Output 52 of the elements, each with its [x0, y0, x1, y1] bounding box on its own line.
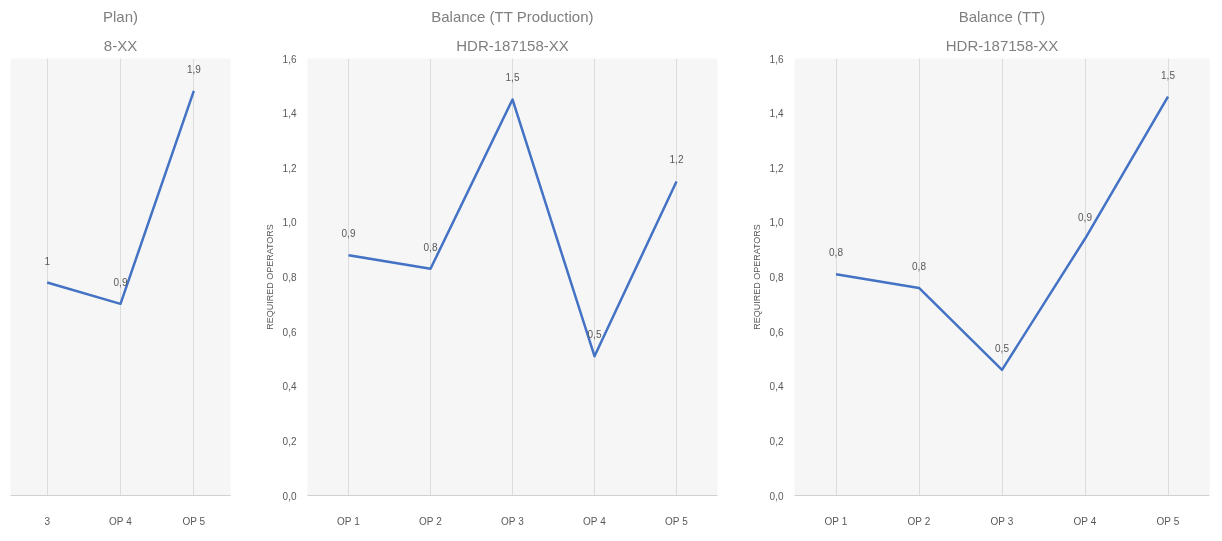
- chart-subtitle: 8-XX: [103, 36, 138, 54]
- y-tick-label: 1,6: [282, 53, 297, 65]
- data-label: 1: [44, 255, 51, 267]
- data-label: 1,5: [505, 72, 520, 84]
- data-label: 0,5: [587, 329, 602, 341]
- x-tick-label: OP 2: [907, 515, 931, 527]
- x-tick-label: OP 3: [990, 515, 1014, 527]
- y-tick-label: 1,4: [282, 108, 297, 120]
- data-label: 0,5: [995, 342, 1010, 354]
- y-tick-label: 1,0: [769, 217, 784, 229]
- x-tick-label: OP 4: [583, 515, 607, 527]
- chart-subtitle: HDR-187158-XX: [456, 36, 569, 54]
- y-tick-label: 0,8: [769, 272, 784, 283]
- data-label: 0,8: [423, 241, 438, 253]
- y-tick-label: 1,2: [282, 162, 297, 174]
- y-tick-label: 0,4: [282, 381, 297, 393]
- y-tick-label: 1,6: [769, 53, 784, 65]
- y-tick-label: 0,0: [769, 490, 784, 502]
- chart-title: Balance (TT Production): [431, 7, 594, 25]
- data-label: 0,9: [341, 228, 356, 240]
- data-label: 0,8: [912, 260, 927, 272]
- y-tick-label: 0,6: [282, 326, 297, 338]
- x-tick-label: OP 1: [337, 515, 361, 527]
- y-tick-label: 1,4: [769, 108, 784, 120]
- y-tick-label: 0,6: [769, 326, 784, 338]
- x-tick-label: OP 3: [501, 515, 525, 527]
- data-label: 1,9: [186, 63, 202, 75]
- chart-title: Balance (TT): [958, 7, 1046, 25]
- y-tick-label: 0,8: [282, 272, 297, 283]
- y-tick-label: 0,4: [769, 381, 784, 393]
- x-tick-label: OP 5: [182, 515, 206, 527]
- y-tick-label: 0,2: [769, 435, 784, 447]
- y-axis-title: REQUIRED OPERATORS: [751, 224, 762, 330]
- chart-subtitle: HDR-187158-XX: [945, 36, 1059, 54]
- data-label: 1,5: [1161, 69, 1176, 81]
- data-label: 0,8: [829, 247, 844, 259]
- y-tick-label: 1,0: [282, 217, 297, 229]
- x-tick-label: OP 4: [109, 515, 133, 527]
- x-tick-label: 3: [44, 515, 51, 527]
- data-label: 1,2: [669, 154, 684, 166]
- chart-title: Plan): [102, 7, 139, 25]
- x-tick-label: OP 4: [1073, 515, 1097, 527]
- data-label: 0,9: [1078, 211, 1093, 223]
- x-tick-label: OP 5: [665, 515, 689, 527]
- data-label: 0,9: [113, 276, 128, 288]
- y-tick-label: 0,0: [282, 490, 297, 502]
- y-tick-label: 0,2: [282, 435, 297, 447]
- y-axis-title: REQUIRED OPERATORS: [264, 224, 275, 330]
- x-tick-label: OP 5: [1156, 515, 1180, 527]
- y-tick-label: 1,2: [769, 162, 784, 174]
- x-tick-label: OP 2: [419, 515, 443, 527]
- x-tick-label: OP 1: [824, 515, 848, 527]
